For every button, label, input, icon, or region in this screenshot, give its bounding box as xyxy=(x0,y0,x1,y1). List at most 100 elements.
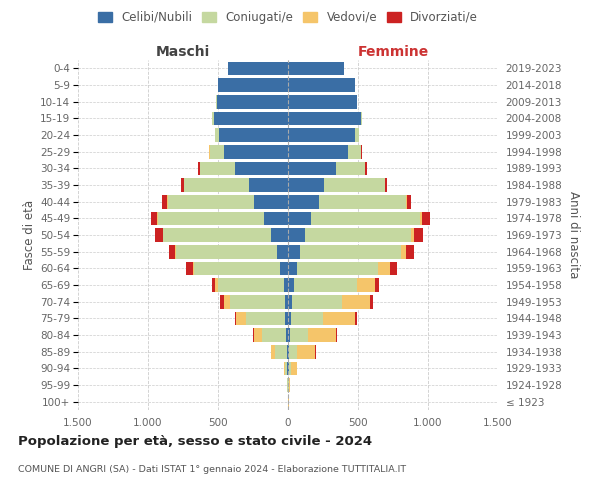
Bar xyxy=(176,245,277,258)
Bar xyxy=(246,312,285,325)
Text: COMUNE DI ANGRI (SA) - Dati ISTAT 1° gennaio 2024 - Elaborazione TUTTITALIA.IT: COMUNE DI ANGRI (SA) - Dati ISTAT 1° gen… xyxy=(18,465,406,474)
Bar xyxy=(214,112,288,125)
Bar xyxy=(224,295,230,308)
Bar xyxy=(271,228,288,242)
Bar xyxy=(406,245,414,258)
Bar xyxy=(323,312,355,325)
Bar xyxy=(288,78,355,92)
Bar xyxy=(288,245,300,258)
Bar xyxy=(216,95,217,108)
Bar xyxy=(194,262,280,275)
Bar xyxy=(355,128,359,142)
Bar xyxy=(288,212,311,225)
Bar xyxy=(308,328,337,342)
Bar xyxy=(311,212,421,225)
Bar xyxy=(288,312,291,325)
Bar xyxy=(287,345,288,358)
Bar xyxy=(254,195,288,208)
Text: Femmine: Femmine xyxy=(358,45,428,59)
Bar xyxy=(235,312,236,325)
Bar xyxy=(275,345,287,358)
Bar xyxy=(235,162,288,175)
Bar xyxy=(288,178,325,192)
Bar xyxy=(288,62,344,75)
Bar xyxy=(218,78,288,92)
Bar xyxy=(277,245,288,258)
Bar xyxy=(155,228,163,242)
Bar xyxy=(215,128,220,142)
Bar xyxy=(292,295,342,308)
Bar xyxy=(288,162,335,175)
Bar xyxy=(167,195,254,208)
Bar xyxy=(287,362,288,375)
Bar xyxy=(297,345,316,358)
Bar xyxy=(385,178,388,192)
Bar xyxy=(414,228,423,242)
Bar xyxy=(288,128,355,142)
Bar xyxy=(289,378,290,392)
Bar xyxy=(217,95,288,108)
Bar xyxy=(209,145,224,158)
Bar xyxy=(401,245,406,258)
Bar xyxy=(162,195,167,208)
Bar xyxy=(356,278,375,292)
Bar xyxy=(212,112,214,125)
Bar xyxy=(280,262,288,275)
Bar xyxy=(288,145,348,158)
Bar xyxy=(375,278,379,292)
Bar xyxy=(291,312,323,325)
Bar xyxy=(289,362,291,375)
Bar xyxy=(253,328,254,342)
Bar xyxy=(198,162,200,175)
Bar xyxy=(284,295,288,308)
Bar xyxy=(285,312,288,325)
Legend: Celibi/Nubili, Coniugati/e, Vedovi/e, Divorziati/e: Celibi/Nubili, Coniugati/e, Vedovi/e, Di… xyxy=(98,11,478,24)
Bar xyxy=(290,328,308,342)
Bar xyxy=(215,278,218,292)
Bar xyxy=(163,228,271,242)
Bar xyxy=(288,95,356,108)
Bar xyxy=(175,245,176,258)
Bar xyxy=(361,112,362,125)
Bar xyxy=(288,262,297,275)
Bar xyxy=(262,328,286,342)
Bar xyxy=(236,312,246,325)
Bar xyxy=(158,212,264,225)
Bar xyxy=(335,162,365,175)
Text: Maschi: Maschi xyxy=(156,45,210,59)
Bar xyxy=(411,228,414,242)
Bar xyxy=(218,278,284,292)
Bar xyxy=(348,145,361,158)
Bar xyxy=(325,178,385,192)
Bar xyxy=(224,145,288,158)
Bar xyxy=(288,228,305,242)
Bar xyxy=(220,128,288,142)
Bar xyxy=(228,62,288,75)
Bar xyxy=(300,245,401,258)
Bar xyxy=(407,195,411,208)
Bar xyxy=(271,345,275,358)
Bar xyxy=(264,212,288,225)
Bar xyxy=(420,212,422,225)
Bar xyxy=(184,178,249,192)
Bar xyxy=(389,262,397,275)
Bar xyxy=(288,195,319,208)
Bar xyxy=(297,262,379,275)
Bar xyxy=(230,295,284,308)
Text: Popolazione per età, sesso e stato civile - 2024: Popolazione per età, sesso e stato civil… xyxy=(18,435,372,448)
Bar xyxy=(355,312,356,325)
Bar xyxy=(151,212,157,225)
Bar xyxy=(254,328,262,342)
Bar xyxy=(370,295,373,308)
Bar xyxy=(287,378,288,392)
Bar xyxy=(293,278,356,292)
Bar xyxy=(342,295,370,308)
Bar xyxy=(284,362,287,375)
Bar xyxy=(249,178,288,192)
Y-axis label: Fasce di età: Fasce di età xyxy=(23,200,36,270)
Bar xyxy=(289,345,297,358)
Bar xyxy=(379,262,389,275)
Y-axis label: Anni di nascita: Anni di nascita xyxy=(566,192,580,278)
Bar xyxy=(193,262,194,275)
Bar xyxy=(422,212,430,225)
